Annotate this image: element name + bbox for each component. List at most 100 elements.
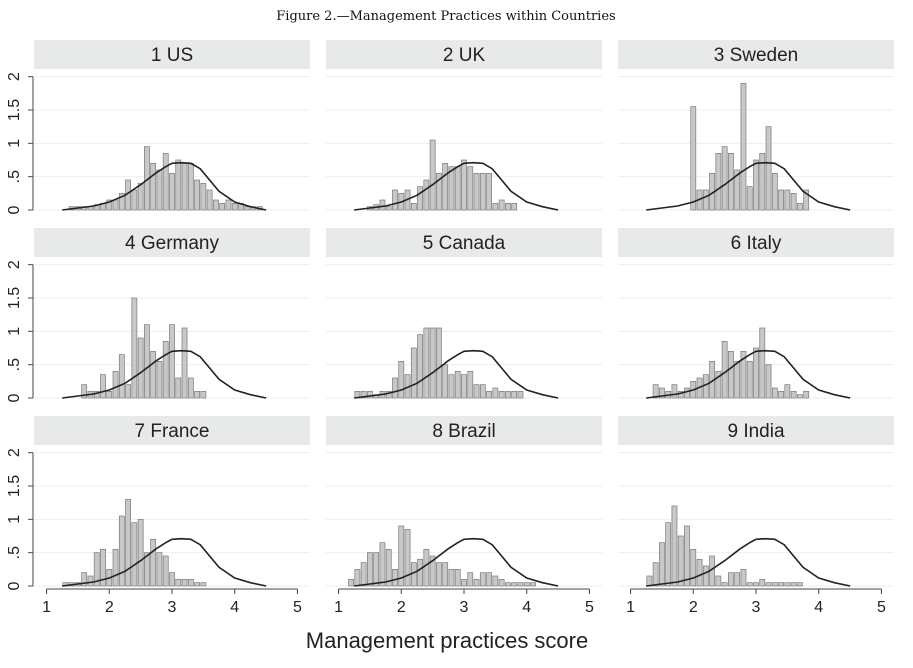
histogram-bar bbox=[125, 498, 131, 587]
y-tick-label: 2 bbox=[6, 260, 23, 269]
panel-8: 8 Brazil bbox=[326, 416, 602, 587]
panel-label: 8 Brazil bbox=[432, 421, 495, 442]
histogram-bar bbox=[200, 582, 207, 587]
histogram-bar bbox=[505, 390, 511, 399]
histogram-bar bbox=[759, 327, 766, 399]
y-tick-label: 1 bbox=[6, 515, 23, 524]
x-tick-label: 1 bbox=[42, 599, 51, 616]
histogram-bar bbox=[137, 182, 144, 211]
density-line bbox=[62, 161, 267, 211]
y-tick-label: 0 bbox=[6, 393, 23, 402]
histogram-bar bbox=[131, 522, 138, 587]
histogram-bar bbox=[373, 552, 380, 587]
histogram-bar bbox=[448, 374, 455, 399]
histogram-bar bbox=[131, 189, 138, 211]
histogram-bar bbox=[505, 202, 511, 211]
histogram-bar bbox=[467, 166, 474, 211]
histogram-bar bbox=[778, 189, 784, 211]
histogram-bar bbox=[448, 568, 455, 587]
histogram-bar bbox=[523, 582, 530, 587]
panel-3: 3 Sweden bbox=[618, 40, 894, 211]
histogram-bar bbox=[187, 578, 194, 587]
x-tick-label: 3 bbox=[460, 599, 469, 616]
panel-label: 3 Sweden bbox=[714, 45, 799, 66]
histogram-bar bbox=[721, 146, 728, 211]
histogram-bar bbox=[454, 166, 461, 211]
histogram-bar bbox=[156, 552, 163, 587]
histogram-bar bbox=[492, 575, 499, 587]
panel-6: 6 Italy bbox=[618, 228, 894, 399]
histogram-bar bbox=[696, 558, 703, 587]
histogram-bar bbox=[429, 327, 436, 399]
histogram-bar bbox=[498, 199, 505, 211]
histogram-bar bbox=[417, 334, 423, 399]
histogram-bar bbox=[517, 390, 524, 399]
histogram-bar bbox=[442, 364, 449, 399]
panel-strip bbox=[618, 416, 894, 445]
histogram-bar bbox=[498, 578, 505, 587]
histogram-bar bbox=[181, 327, 188, 399]
histogram-bar bbox=[181, 162, 188, 211]
histogram-bar bbox=[231, 202, 238, 211]
histogram-bar bbox=[784, 384, 791, 399]
histogram-bar bbox=[429, 555, 436, 587]
histogram-bar bbox=[715, 370, 722, 399]
histogram-bar bbox=[379, 199, 386, 211]
histogram-bar bbox=[734, 360, 741, 399]
panel-9: 9 India bbox=[618, 416, 894, 587]
density-line bbox=[354, 349, 559, 399]
x-tick-label: 2 bbox=[105, 599, 114, 616]
histogram-bar bbox=[225, 199, 232, 211]
histogram-bar bbox=[677, 535, 684, 587]
histogram-bar bbox=[150, 162, 157, 211]
histogram-bar bbox=[181, 578, 188, 587]
histogram-bar bbox=[728, 350, 734, 399]
histogram-bar bbox=[367, 390, 373, 399]
histogram-bar bbox=[784, 582, 791, 587]
histogram-bar bbox=[659, 387, 665, 399]
histogram-bar bbox=[442, 562, 449, 587]
histogram-bar bbox=[746, 186, 753, 211]
histogram-bar bbox=[454, 370, 461, 399]
histogram-bar bbox=[715, 152, 722, 211]
histogram-bar bbox=[467, 370, 474, 399]
histogram-bar bbox=[790, 192, 797, 211]
histogram-bar bbox=[187, 377, 194, 399]
histogram-bar bbox=[479, 572, 486, 587]
histogram-bar bbox=[348, 578, 354, 587]
y-tick-label: .5 bbox=[6, 170, 23, 183]
histogram-bar bbox=[734, 169, 741, 211]
histogram-bar bbox=[652, 562, 659, 587]
histogram-bar bbox=[511, 582, 518, 587]
y-tick-label: 0 bbox=[6, 205, 23, 214]
panel-7: 7 France bbox=[34, 416, 310, 587]
panel-strip bbox=[34, 40, 310, 69]
y-tick-label: 1.5 bbox=[6, 475, 23, 497]
histogram-bar bbox=[771, 172, 778, 211]
histogram-bar bbox=[112, 199, 119, 211]
histogram-bar bbox=[244, 206, 251, 211]
histogram-bar bbox=[797, 582, 803, 587]
histogram-bar bbox=[461, 578, 467, 587]
y-tick-label: 2 bbox=[6, 448, 23, 457]
panel-label: 1 US bbox=[151, 45, 193, 66]
histogram-bar bbox=[740, 568, 747, 587]
histogram-bar bbox=[517, 582, 524, 587]
histogram-bar bbox=[194, 390, 200, 399]
panel-1: 1 US bbox=[34, 40, 310, 211]
histogram-bar bbox=[410, 347, 417, 399]
histogram-bar bbox=[423, 327, 430, 399]
panel-label: 7 France bbox=[135, 421, 210, 442]
density-line bbox=[354, 537, 559, 587]
histogram-bar bbox=[118, 515, 125, 587]
histogram-bar bbox=[131, 297, 138, 399]
histogram-bar bbox=[429, 139, 436, 211]
histogram-bar bbox=[100, 548, 106, 587]
histogram-bar bbox=[423, 179, 430, 211]
histogram-bar bbox=[219, 202, 226, 211]
histogram-bar bbox=[106, 390, 113, 399]
histogram-bar bbox=[753, 159, 759, 211]
density-line bbox=[62, 537, 267, 587]
histogram-bar bbox=[200, 182, 207, 211]
